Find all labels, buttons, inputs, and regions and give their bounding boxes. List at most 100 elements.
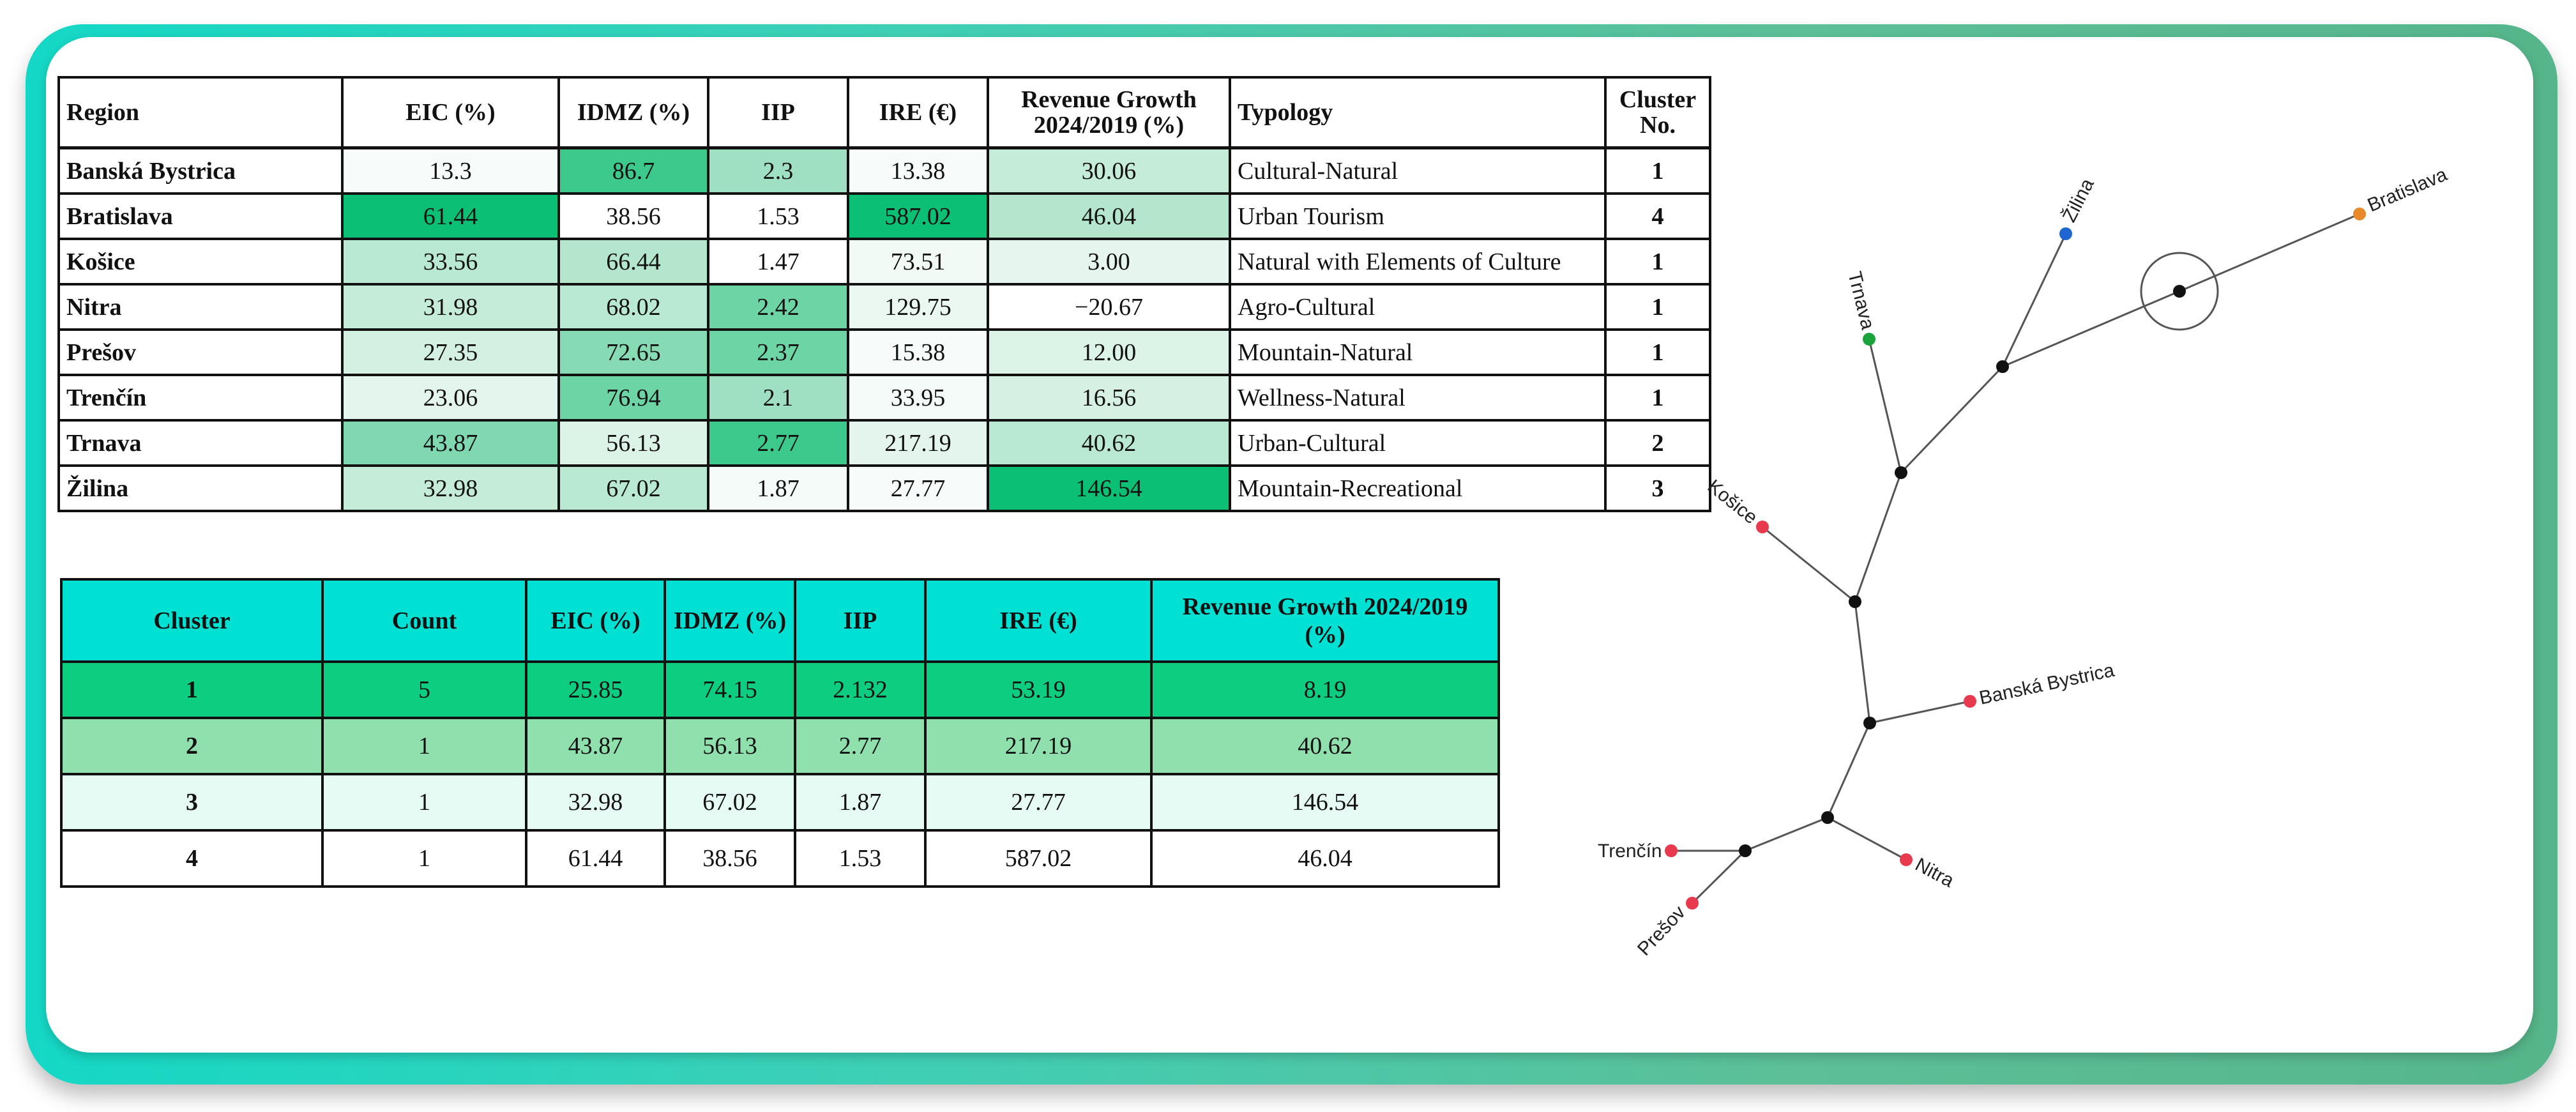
tree-edges [1671,213,2360,904]
revenue-growth-cell: 12.00 [987,328,1231,376]
revenue-growth-cell: 8.19 [1150,660,1500,719]
region-cell: Trenčín [57,374,344,422]
idmz-cell: 38.56 [663,829,796,888]
region-cell: Trnava [57,419,344,467]
ire-cell: 33.95 [847,374,989,422]
iip-cell: 1.53 [794,829,927,888]
count-cell: 1 [321,773,527,832]
leaf-node-zilina [2059,227,2072,240]
typology-cell: Mountain-Recreational [1229,464,1607,512]
idmz-cell: 74.15 [663,660,796,719]
revenue-growth-cell: 3.00 [987,238,1231,286]
internal-node [1849,595,1861,608]
ire-cell: 217.19 [924,717,1153,775]
table-row: 1 5 25.85 74.15 2.132 53.19 8.19 [60,660,1500,719]
label-trnava: Trnava [1844,270,1878,332]
table-row: Nitra 31.98 68.02 2.42 129.75 −20.67 Agro-Cult… [57,283,1711,331]
region-table-header: Region EIC (%) IDMZ (%) IIP IRE (€) Reve… [57,76,1711,149]
iip-cell: 2.42 [707,283,849,331]
ire-cell: 587.02 [847,192,989,240]
table-row: 2 1 43.87 56.13 2.77 217.19 40.62 [60,717,1500,775]
idmz-cell: 38.56 [557,192,709,240]
table-row: Banská Bystrica 13.3 86.7 2.3 13.38 30.06 Cult… [57,146,1711,195]
count-cell: 1 [321,829,527,888]
leaf-node-trencin [1665,844,1678,857]
iip-cell: 2.1 [707,374,849,422]
table-row: 4 1 61.44 38.56 1.53 587.02 46.04 [60,829,1500,888]
ire-cell: 15.38 [847,328,989,376]
header-ire: IRE (€) [924,578,1153,663]
cluster-no-cell: 1 [1604,238,1711,286]
iip-cell: 2.77 [707,419,849,467]
iip-cell: 2.37 [707,328,849,376]
eic-cell: 31.98 [341,283,560,331]
internal-node [1821,811,1834,824]
eic-cell: 61.44 [525,829,666,888]
ire-cell: 27.77 [924,773,1153,832]
header-revenue-growth-line1: Revenue Growth 2024/2019 [1182,593,1468,620]
edge [1745,816,1828,852]
eic-cell: 43.87 [525,717,666,775]
idmz-cell: 67.02 [663,773,796,832]
internal-node [1895,466,1907,479]
region-cell: Prešov [57,328,344,376]
iip-cell: 2.77 [794,717,927,775]
revenue-growth-cell: 30.06 [987,146,1231,195]
edge [1762,526,1856,603]
cluster-no-cell: 2 [1604,419,1711,467]
cluster-cell: 3 [60,773,324,832]
header-cluster-line1: Cluster [1619,86,1697,113]
cluster-cell: 2 [60,717,324,775]
idmz-cell: 86.7 [557,146,709,195]
internal-node [1739,844,1752,857]
table-row: Trenčín 23.06 76.94 2.1 33.95 16.56 Wellness-N… [57,374,1711,422]
label-zilina: Žilina [2059,175,2098,225]
region-table-body: Banská Bystrica 13.3 86.7 2.3 13.38 30.06 Cult… [57,146,1711,512]
leaf-nodes [1665,208,2366,910]
cluster-cell: 1 [60,660,324,719]
header-revenue-growth-line2: (%) [1305,621,1345,648]
eic-cell: 13.3 [341,146,560,195]
revenue-growth-cell: 40.62 [987,419,1231,467]
leaf-node-banska-bystrica [1964,695,1976,708]
ire-cell: 53.19 [924,660,1153,719]
edge [1826,722,1871,818]
header-ire: IRE (€) [847,76,989,149]
idmz-cell: 56.13 [557,419,709,467]
region-table: Region EIC (%) IDMZ (%) IIP IRE (€) Reve… [57,76,1711,512]
typology-cell: Urban-Cultural [1229,419,1607,467]
ire-cell: 13.38 [847,146,989,195]
edge [1854,472,1902,602]
header-idmz: IDMZ (%) [557,76,709,149]
ire-cell: 217.19 [847,419,989,467]
table-row: Žilina 32.98 67.02 1.87 27.77 146.54 Mountain-… [57,464,1711,512]
header-iip: IIP [707,76,849,149]
region-cell: Žilina [57,464,344,512]
idmz-cell: 56.13 [663,717,796,775]
eic-cell: 23.06 [341,374,560,422]
eic-cell: 27.35 [341,328,560,376]
idmz-cell: 76.94 [557,374,709,422]
iip-cell: 1.47 [707,238,849,286]
region-cell: Bratislava [57,192,344,240]
idmz-cell: 68.02 [557,283,709,331]
leaf-node-trnava [1863,333,1875,346]
leaf-node-bratislava [2353,208,2366,220]
iip-cell: 2.3 [707,146,849,195]
cluster-table-body: 1 5 25.85 74.15 2.132 53.19 8.19 2 1 43.87 56.13 2.… [60,660,1500,888]
edge [2002,290,2180,368]
cluster-no-cell: 1 [1604,328,1711,376]
header-cluster: Cluster [60,578,324,663]
count-cell: 1 [321,717,527,775]
cluster-no-cell: 1 [1604,283,1711,331]
label-bratislava: Bratislava [2365,164,2450,216]
internal-node [1863,717,1876,729]
idmz-cell: 67.02 [557,464,709,512]
header-revenue-growth-line2: 2024/2019 (%) [1033,112,1185,139]
typology-cell: Mountain-Natural [1229,328,1607,376]
eic-cell: 61.44 [341,192,560,240]
idmz-cell: 72.65 [557,328,709,376]
label-nitra: Nitra [1912,854,1958,892]
revenue-growth-cell: 46.04 [987,192,1231,240]
